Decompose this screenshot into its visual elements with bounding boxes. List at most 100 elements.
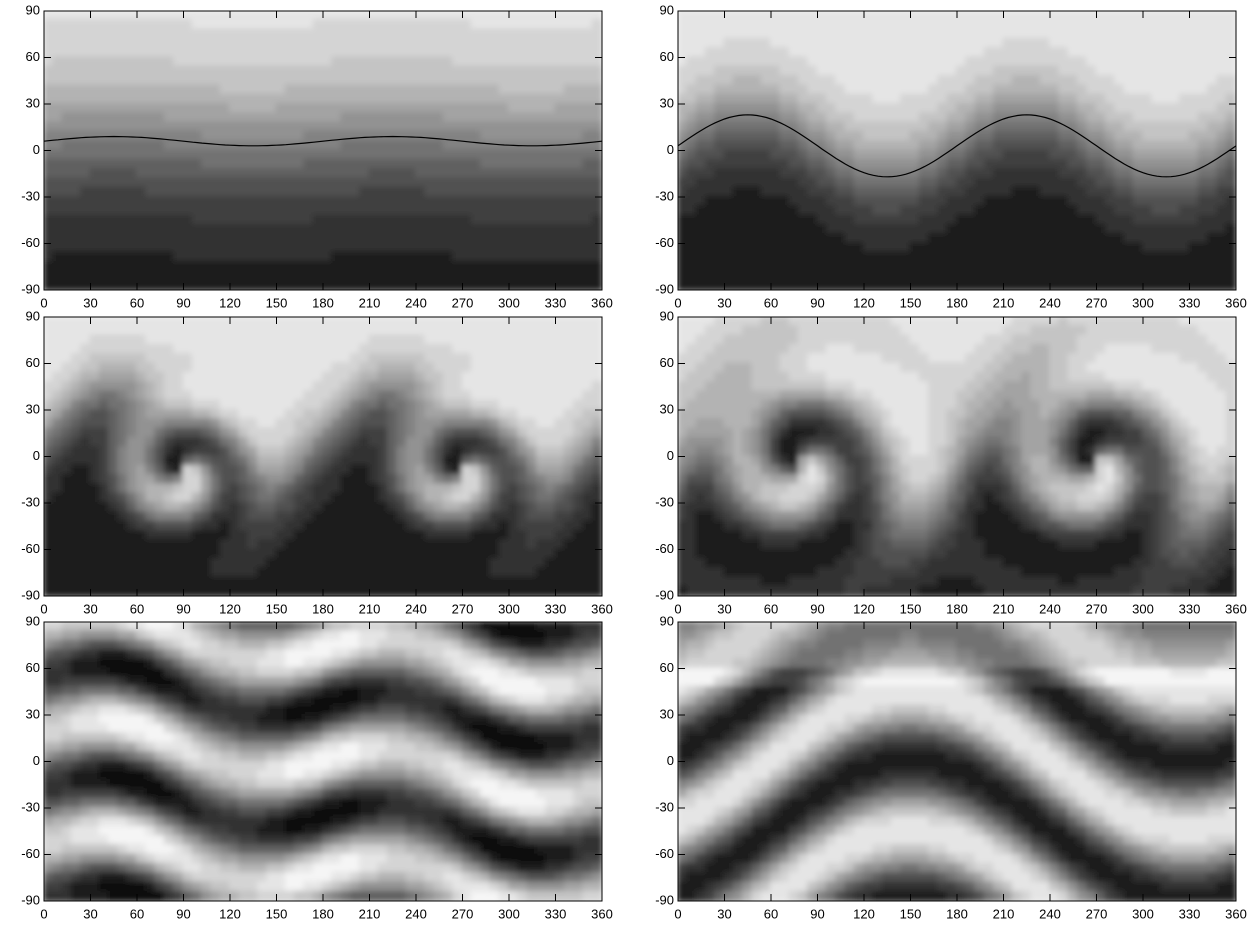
field-cell — [1169, 223, 1182, 236]
field-cell — [387, 205, 399, 217]
field-cell — [52, 103, 64, 115]
field-cell — [61, 112, 73, 124]
field-cell — [322, 502, 334, 514]
field-cell — [779, 19, 791, 31]
field-cell — [266, 362, 278, 374]
field-cell — [1207, 56, 1219, 68]
field-cell — [863, 279, 875, 290]
field-cell — [470, 233, 483, 245]
field-cell — [751, 37, 763, 50]
field-cell — [591, 93, 602, 105]
field-cell — [853, 75, 865, 87]
field-cell — [1002, 28, 1014, 40]
field-cell — [1123, 103, 1135, 115]
field-cell — [117, 343, 129, 356]
field-cell — [433, 261, 445, 273]
field-cell — [303, 492, 315, 504]
field-cell — [424, 19, 436, 31]
field-cell — [1086, 242, 1098, 254]
field-cell — [1039, 140, 1051, 152]
field-cell — [742, 233, 754, 245]
field-cell — [349, 251, 362, 264]
field-cell — [797, 149, 810, 161]
field-cell — [470, 270, 483, 282]
field-cell — [1058, 261, 1070, 273]
field-cell — [405, 455, 417, 467]
field-cell — [714, 19, 726, 31]
field-cell — [349, 242, 362, 254]
field-cell — [714, 112, 726, 124]
field-cell — [1188, 47, 1200, 59]
field-cell — [1039, 28, 1051, 40]
field-cell — [742, 261, 754, 273]
field-cell — [1104, 84, 1117, 96]
field-cell — [993, 47, 1005, 59]
field-cell — [1011, 205, 1024, 217]
field-cell — [415, 585, 427, 596]
field-cell — [573, 93, 585, 105]
field-cell — [695, 121, 707, 133]
field-cell — [1169, 261, 1182, 273]
field-cell — [554, 75, 566, 87]
field-cell — [210, 418, 222, 430]
x-tick-label: 240 — [1039, 295, 1061, 310]
field-cell — [52, 511, 64, 523]
field-cell — [890, 168, 903, 180]
field-cell — [591, 233, 602, 245]
field-cell — [1011, 251, 1024, 264]
field-cell — [890, 93, 903, 105]
field-cell — [266, 233, 278, 245]
field-cell — [965, 242, 977, 254]
field-cell — [98, 11, 111, 22]
field-cell — [1021, 186, 1033, 198]
field-cell — [201, 158, 213, 171]
field-cell — [535, 103, 548, 115]
field-cell — [1225, 158, 1236, 171]
field-cell — [881, 251, 893, 264]
field-cell — [322, 436, 334, 449]
field-cell — [312, 75, 324, 87]
field-cell — [405, 353, 417, 365]
field-cell — [853, 47, 865, 59]
field-cell — [1225, 177, 1236, 189]
field-cell — [956, 65, 968, 78]
field-cell — [312, 474, 324, 486]
field-cell — [349, 446, 362, 458]
field-cell — [387, 19, 399, 31]
field-cell — [266, 270, 278, 282]
field-cell — [1049, 270, 1061, 282]
field-cell — [294, 158, 306, 171]
field-cell — [396, 492, 408, 504]
field-cell — [1002, 140, 1014, 152]
field-cell — [433, 242, 445, 254]
field-cell — [44, 223, 55, 236]
field-cell — [807, 242, 819, 254]
field-cell — [1002, 11, 1014, 22]
field-cell — [136, 28, 148, 40]
field-cell — [266, 353, 278, 365]
field-cell — [275, 464, 287, 477]
field-cell — [108, 492, 120, 504]
field-cell — [1039, 242, 1051, 254]
field-cell — [433, 158, 445, 171]
field-cell — [44, 539, 55, 551]
field-cell — [844, 121, 856, 133]
field-cell — [405, 511, 417, 523]
field-cell — [117, 223, 129, 236]
field-cell — [452, 205, 464, 217]
field-cell — [1216, 103, 1228, 115]
field-cell — [965, 223, 977, 236]
field-cell — [770, 242, 782, 254]
field-cell — [359, 28, 371, 40]
field-cell — [238, 84, 250, 96]
field-cell — [591, 65, 602, 78]
field-cell — [1114, 168, 1126, 180]
field-cell — [1086, 177, 1098, 189]
field-cell — [368, 585, 380, 596]
field-cell — [387, 567, 399, 579]
field-cell — [238, 121, 250, 133]
field-cell — [368, 75, 380, 87]
field-cell — [433, 168, 445, 180]
field-cell — [704, 261, 717, 273]
field-cell — [779, 56, 791, 68]
